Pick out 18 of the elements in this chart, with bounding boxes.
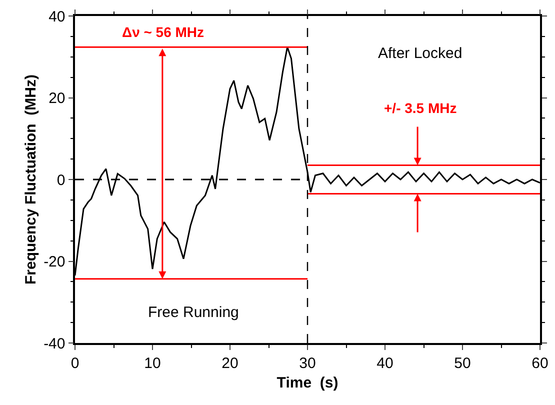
y-axis-title: Frequency Fluctuation (MHz) <box>22 74 40 284</box>
x-axis-title: Time (s) <box>276 374 338 392</box>
x-tick-label: 60 <box>532 354 548 372</box>
annotation: After Locked <box>378 45 462 62</box>
x-tick-label: 10 <box>144 354 161 372</box>
y-tick-label: 0 <box>56 172 66 189</box>
x-tick-label: 0 <box>70 354 80 372</box>
x-tick-label: 50 <box>454 354 471 372</box>
x-tick-label: 30 <box>299 354 316 372</box>
y-tick-label: -20 <box>44 254 66 270</box>
y-tick-label: -40 <box>44 335 66 352</box>
x-tick-label: 20 <box>222 354 238 372</box>
annotation: Δν ~ 56 MHz <box>122 24 204 40</box>
x-tick-label: 40 <box>376 354 394 372</box>
y-tick-label: 20 <box>48 90 66 107</box>
y-tick-label: 40 <box>48 8 66 26</box>
annotation: +/- 3.5 MHz <box>384 100 457 116</box>
annotation: Free Running <box>148 304 239 321</box>
